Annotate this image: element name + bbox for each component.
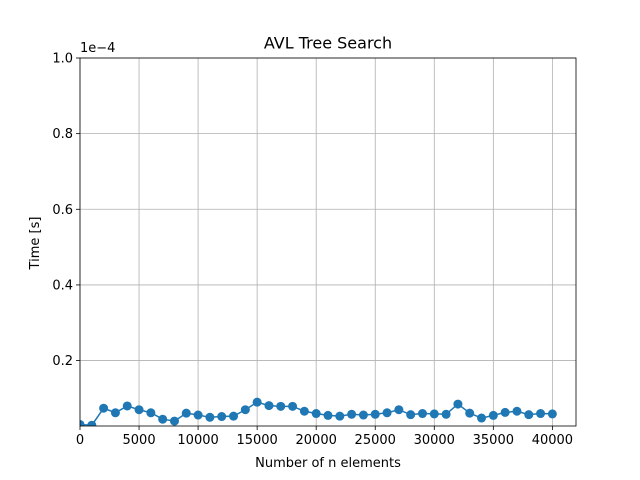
y-tick-label: 0.2 [52,354,73,369]
x-tick-label: 40000 [532,433,573,448]
data-point [158,414,168,424]
x-tick-label: 0 [76,433,84,448]
data-point [240,405,250,415]
data-point [146,408,156,418]
y-axis-label: Time [s] [28,217,43,271]
data-point [134,405,144,415]
data-point [288,401,298,411]
data-point [335,411,345,421]
data-point [80,419,85,426]
data-point [299,406,309,416]
data-point [311,409,321,419]
x-tick-label: 35000 [473,433,514,448]
data-point [276,401,286,411]
data-point [264,401,274,411]
y-axis-ticks: 0.2 0.4 0.6 0.8 1.0 [52,52,80,369]
data-point [429,409,439,419]
x-tick-label: 25000 [355,433,396,448]
series-group [80,397,557,426]
x-tick-label: 5000 [123,433,156,448]
x-axis-label: Number of n elements [255,456,401,471]
data-point [547,409,557,419]
x-tick-label: 30000 [414,433,455,448]
chart-title: AVL Tree Search [264,34,392,53]
data-point [122,401,132,411]
x-tick-label: 20000 [296,433,337,448]
data-point [229,411,239,421]
data-point [453,399,463,409]
data-point [217,412,227,422]
data-point [536,409,546,419]
data-point [87,420,97,426]
data-point [441,409,451,419]
data-point [169,416,179,426]
data-point [406,410,416,420]
data-point [465,408,475,418]
data-point [99,403,109,413]
data-point [370,409,380,419]
x-axis-ticks: 0 5000 10000 15000 20000 25000 30000 35000 40000 [76,426,573,448]
data-point [110,408,120,418]
y-axis-scale-label: 1e−4 [80,41,115,56]
x-tick-label: 10000 [177,433,218,448]
data-point [394,405,404,415]
plot-series [80,397,557,426]
data-point [358,410,368,420]
data-point [512,406,522,416]
y-tick-label: 0.4 [52,278,73,293]
data-point [477,413,487,423]
data-point [323,410,333,420]
data-point [488,410,498,420]
y-tick-label: 0.6 [52,203,73,218]
plot-frame [79,57,577,427]
x-tick-label: 15000 [236,433,277,448]
data-point [500,407,510,417]
y-tick-label: 1.0 [52,52,73,67]
data-point [524,410,534,420]
data-point [205,412,215,422]
data-point [347,409,357,419]
y-tick-label: 0.8 [52,127,73,142]
data-point [382,408,392,418]
data-point [417,409,427,419]
data-point [193,410,203,420]
data-point [181,408,191,418]
data-point [252,397,262,407]
